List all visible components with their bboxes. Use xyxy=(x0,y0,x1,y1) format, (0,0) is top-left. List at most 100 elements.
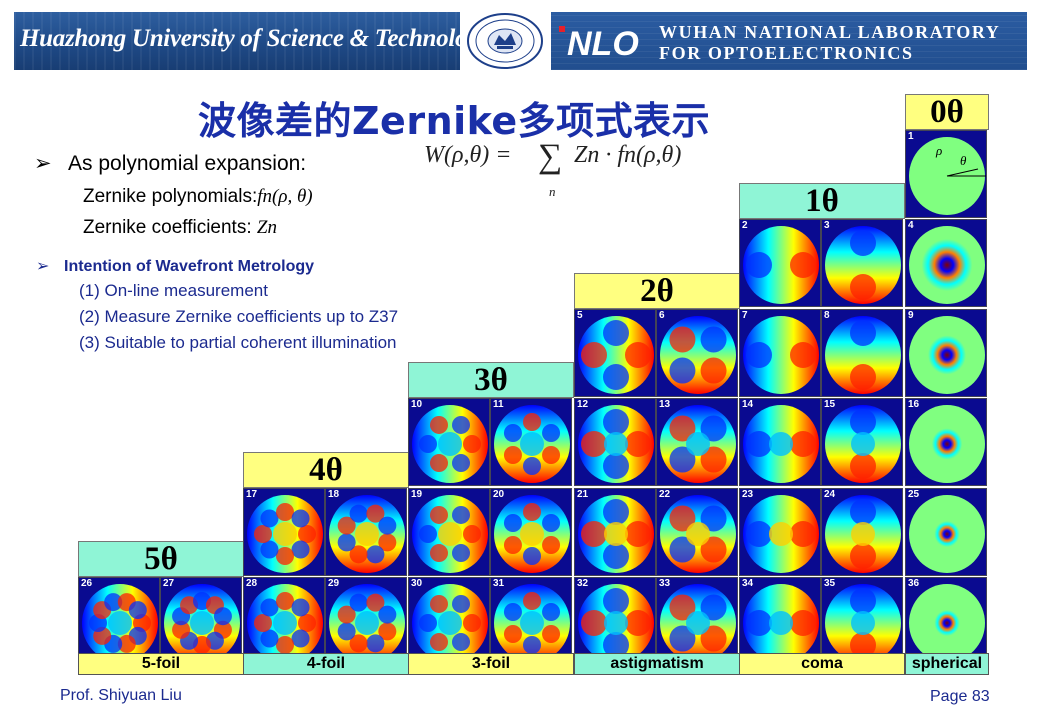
wavefront-lobe xyxy=(850,320,876,346)
wavefront-lobe xyxy=(669,594,696,621)
wavefront-map-icon xyxy=(825,405,901,483)
wavefront-lobe xyxy=(625,610,651,636)
wavefront-core xyxy=(686,432,710,456)
zernike-term-cell: 36 xyxy=(905,577,987,665)
lab-name-line2: FOR OPTOELECTRONICS xyxy=(659,43,914,63)
zernike-term-cell: 18 xyxy=(325,488,407,576)
wavefront-lobe xyxy=(603,632,629,658)
university-name: Huazhong University of Science & Technol… xyxy=(20,25,460,52)
wavefront-map-icon xyxy=(660,316,736,394)
wavefront-lobe xyxy=(669,357,696,384)
wavefront-lobe xyxy=(850,588,876,614)
wavefront-lobe xyxy=(291,509,310,528)
formula-lhs: W(ρ,θ) = xyxy=(424,142,512,168)
banner-texture xyxy=(14,12,460,70)
wavefront-lobe xyxy=(850,453,876,479)
wavefront-lobe xyxy=(603,409,629,435)
term-number: 36 xyxy=(908,578,920,589)
wavefront-lobe xyxy=(850,499,876,525)
wavefront-core xyxy=(438,522,462,546)
term-number: 22 xyxy=(659,489,671,500)
wavefront-lobe xyxy=(378,533,397,552)
wavefront-lobe xyxy=(172,620,191,639)
wavefront-lobe xyxy=(349,593,368,612)
wavefront-lobe xyxy=(669,625,696,652)
wavefront-map-icon xyxy=(660,584,736,662)
zernike-term-cell: 13 xyxy=(656,398,738,486)
wavefront-lobe xyxy=(542,625,561,643)
zernike-term-cell: 22 xyxy=(656,488,738,576)
zernike-term-cell: 33 xyxy=(656,577,738,665)
wavefront-lobe xyxy=(366,593,385,612)
radius-line xyxy=(946,168,979,177)
zernike-term-cell: 24 xyxy=(821,488,903,576)
wavefront-lobe xyxy=(213,607,232,626)
zernike-term-cell: 17 xyxy=(243,488,325,576)
column-label: astigmatism xyxy=(574,653,740,675)
intention-heading-text: Intention of Wavefront Metrology xyxy=(64,258,315,275)
author: Prof. Shiyuan Liu xyxy=(60,687,182,704)
wavefront-lobe xyxy=(503,625,522,643)
wavefront-lobe xyxy=(378,516,397,535)
wavefront-lobe xyxy=(790,342,816,368)
wavefront-lobe xyxy=(291,540,310,559)
wavefront-lobe xyxy=(850,543,876,569)
wavefront-map-icon xyxy=(578,495,654,573)
wavefront-core xyxy=(355,611,379,635)
wavefront-lobe xyxy=(430,454,448,473)
order-header: 5θ xyxy=(78,541,244,577)
zernike-term-cell: 19 xyxy=(408,488,490,576)
wavefront-lobe xyxy=(260,598,279,617)
wavefront-lobe xyxy=(850,364,876,390)
wavefront-map-icon xyxy=(578,316,654,394)
wavefront-map-icon xyxy=(660,495,736,573)
wavefront-disk xyxy=(825,316,901,394)
wavefront-core xyxy=(604,432,628,456)
wavefront-lobe xyxy=(337,533,356,552)
zernike-term-cell: 21 xyxy=(574,488,656,576)
wavefront-lobe xyxy=(603,588,629,614)
wavefront-lobe xyxy=(746,610,772,636)
wavefront-lobe xyxy=(349,634,368,653)
wavefront-lobe xyxy=(625,342,651,368)
zernike-term-cell: 26 xyxy=(78,577,160,665)
wavefront-lobe xyxy=(790,252,816,278)
lab-name-line1: WUHAN NATIONAL LABORATORY xyxy=(659,22,1001,42)
wavefront-lobe xyxy=(276,503,294,521)
wavefront-core xyxy=(769,522,793,546)
wavefront-lobe xyxy=(430,633,448,652)
zernike-term-cell: 23 xyxy=(739,488,821,576)
university-seal-icon xyxy=(467,13,543,69)
wavefront-lobe xyxy=(700,446,727,473)
term-number: 35 xyxy=(824,578,836,589)
term-number: 30 xyxy=(411,578,423,589)
wavefront-disk xyxy=(909,495,985,573)
wavefront-lobe xyxy=(669,326,696,353)
bullet-arrow-icon: ➢ xyxy=(34,152,52,175)
wavefront-disk xyxy=(578,316,654,394)
wavefront-map-icon xyxy=(329,584,405,662)
wavefront-map-icon xyxy=(825,495,901,573)
wavefront-lobe xyxy=(746,521,772,547)
term-number: 1 xyxy=(908,131,914,142)
wavefront-lobe xyxy=(452,594,470,613)
order-header: 4θ xyxy=(243,452,409,488)
banner-texture xyxy=(551,12,1027,70)
wavefront-lobe xyxy=(746,431,772,457)
wavefront-lobe xyxy=(669,415,696,442)
wavefront-map-icon xyxy=(412,405,488,483)
zernike-term-cell: 4 xyxy=(905,219,987,307)
wavefront-map-icon xyxy=(578,405,654,483)
wavefront-disk xyxy=(743,316,819,394)
wavefront-disk xyxy=(743,226,819,304)
term-number: 18 xyxy=(328,489,340,500)
wavefront-lobe xyxy=(542,536,561,554)
zernike-term-cell: 27 xyxy=(160,577,242,665)
wavefront-disk xyxy=(909,226,985,304)
wavefront-lobe xyxy=(581,431,607,457)
wavefront-map-icon xyxy=(660,405,736,483)
zernike-term-cell: 9 xyxy=(905,309,987,397)
wavefront-lobe xyxy=(850,230,876,256)
wavefront-lobe xyxy=(117,634,136,653)
term-number: 12 xyxy=(577,399,589,410)
